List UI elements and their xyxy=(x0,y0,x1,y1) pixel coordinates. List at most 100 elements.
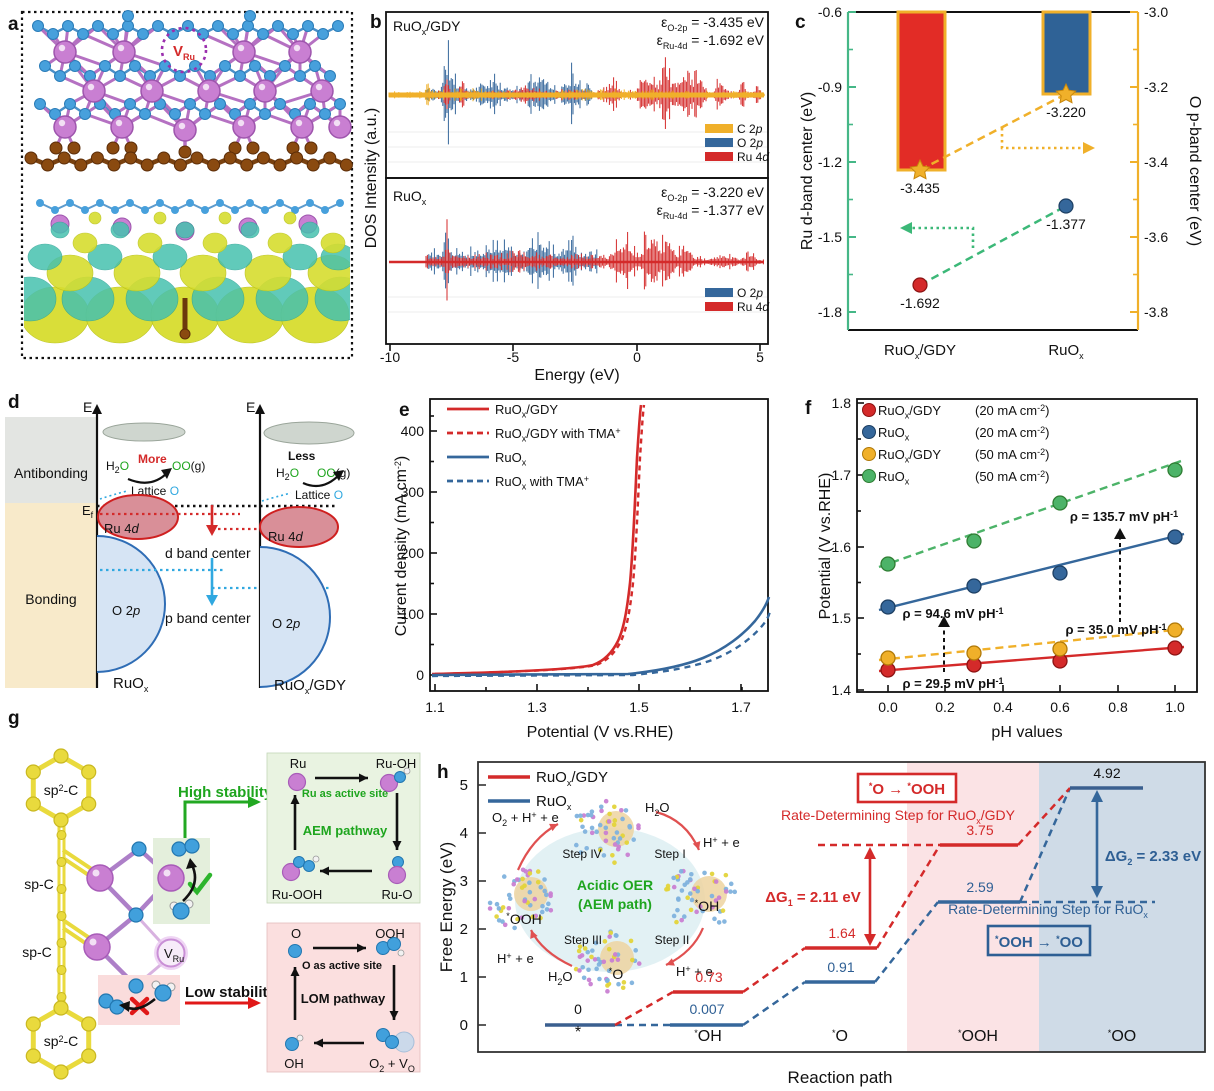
svg-text:5: 5 xyxy=(460,777,468,794)
antibonding-label: Antibonding xyxy=(14,465,88,481)
h-ylabel: Free Energy (eV) xyxy=(437,842,456,972)
ru4d-right-label: Ru 4d xyxy=(268,529,303,544)
inset-step2-label: Step II xyxy=(655,933,690,947)
panel-h: h 0 1 2 3 4 5 Free Energy (eV) Reaction pat… xyxy=(437,761,1206,1087)
f-legend: RuOx/GDY RuOx RuOx/GDY RuOx (20 mA cm-2)… xyxy=(862,403,1049,487)
svg-text:-3.4: -3.4 xyxy=(1144,154,1168,170)
e-legend-1: RuOx/GDY xyxy=(495,402,558,420)
e-xlabel: Potential (V vs.RHE) xyxy=(527,724,674,741)
e-legend-2: RuOx/GDY with TMA+ xyxy=(495,426,621,444)
svg-text:0.8: 0.8 xyxy=(1108,699,1128,715)
panel-a: a VRu xyxy=(8,10,354,360)
opband-trend-line xyxy=(919,92,1067,172)
lom-node-o2vo: O2 + VO xyxy=(369,1056,415,1074)
charge-density-isosurface-graphic xyxy=(24,199,350,344)
f-ytick-labels: 1.8 1.7 1.6 1.5 1.4 xyxy=(832,395,852,698)
d-right-e-label: E xyxy=(246,399,255,415)
dos-spectrum-ruox xyxy=(389,219,764,301)
h-val-492: 4.92 xyxy=(1093,765,1120,781)
f-data-points xyxy=(880,462,1183,678)
panel-c: c -3.435 -3.220 -1.692 -1.377 -0.6 -0.9 -… xyxy=(795,4,1203,361)
rds-blue-label: Rate-Determining Step for RuOx xyxy=(948,901,1148,920)
ru-vacancy-circle-icon xyxy=(160,26,208,74)
f-arrow-1-head-icon xyxy=(938,616,950,627)
f-axis-ticks xyxy=(857,402,1176,692)
panel-b-letter: b xyxy=(370,12,382,33)
antibonding-band-left-icon xyxy=(102,422,186,442)
panel-d-letter: d xyxy=(8,392,20,413)
svg-text:2: 2 xyxy=(460,921,468,938)
inset-o-label: *O xyxy=(609,966,624,982)
aem-node-ruoh: Ru-OH xyxy=(376,756,416,771)
star-marker-ruox-icon xyxy=(1055,82,1077,104)
f-legend-3: RuOx/GDY xyxy=(878,447,941,465)
svg-text:1.5: 1.5 xyxy=(832,610,852,626)
spc-label-1: sp-C xyxy=(24,876,54,892)
b-xtick-0: -10 xyxy=(380,349,400,365)
lom-pathway-label: LOM pathway xyxy=(301,991,386,1006)
spc-label-2: sp-C xyxy=(22,944,52,960)
low-stability-label: Low stability xyxy=(185,984,277,1001)
low-stability-arrowhead-icon xyxy=(248,997,261,1009)
lattice-o-arrowhead-left-icon xyxy=(161,468,172,479)
panel-e: e RuOx/GDY RuOx/GDY with TMA+ RuOx RuOx … xyxy=(393,398,772,741)
bar-ruox-gdy-opband xyxy=(896,10,947,172)
lom-node-o: O xyxy=(291,926,301,941)
high-stability-arrow xyxy=(183,800,250,838)
e-legend-4: RuOx with TMA+ xyxy=(495,474,589,492)
legend-ru4d: Ru 4d xyxy=(737,150,769,164)
inset-step1-label: Step I xyxy=(654,847,685,861)
svg-text:-3.0: -3.0 xyxy=(1144,4,1168,20)
o2p-right-label: O 2p xyxy=(272,616,300,631)
h-val-0: 0 xyxy=(574,1001,582,1017)
f-legend-1: RuOx/GDY xyxy=(878,403,941,421)
h-cat-ooh: *OOH xyxy=(958,1028,998,1045)
aem-node-ruo: Ru-O xyxy=(381,887,412,902)
legend-c2p: C 2p xyxy=(737,122,763,136)
dos-axis-ticks xyxy=(389,344,761,351)
svg-text:-0.9: -0.9 xyxy=(818,79,842,95)
dos-spectrum-ruox-gdy xyxy=(388,40,765,145)
svg-text:1.8: 1.8 xyxy=(832,395,852,411)
h-val-259: 2.59 xyxy=(966,879,993,895)
h-xlabel: Reaction path xyxy=(788,1068,893,1087)
inset-aem-path-label: (AEM path) xyxy=(578,896,652,912)
svg-text:-1.8: -1.8 xyxy=(818,304,842,320)
h-val-091: 0.91 xyxy=(827,959,854,975)
lom-active-site-label: O as active site xyxy=(302,960,382,972)
svg-text:1.4: 1.4 xyxy=(832,682,852,698)
fit-line-green xyxy=(878,458,1185,569)
svg-text:-3.6: -3.6 xyxy=(1144,229,1168,245)
lattice-o-arrowhead-right-icon xyxy=(333,470,344,481)
inset-h2o-top-label: H2O xyxy=(645,800,670,818)
aem-pathway-label: AEM pathway xyxy=(303,823,388,838)
b-xtick-2: 0 xyxy=(633,349,641,365)
o2p-band-right-icon xyxy=(259,546,331,688)
lsv-curve-ruox-gdy xyxy=(431,404,643,676)
dot-ruox-gdy-dband xyxy=(912,277,928,293)
legend-ru4d-2: Ru 4d xyxy=(737,300,769,314)
c-right-axis-label: O p-band center (eV) xyxy=(1186,96,1203,246)
epsilon-ru4d-bottom: εRu-4d = -1.377 eV xyxy=(657,202,765,221)
high-stability-label: High stability xyxy=(178,784,273,801)
svg-text:0.2: 0.2 xyxy=(935,699,955,715)
c-right-tick-labels: -3.0 -3.2 -3.4 -3.6 -3.8 xyxy=(1144,4,1168,320)
c-bar1-value: -3.435 xyxy=(900,180,940,196)
rho-blue-label: ρ = 94.6 mV pH-1 xyxy=(903,606,1004,621)
svg-text:0.0: 0.0 xyxy=(878,699,898,715)
left-axis-pointer-arrowhead-icon xyxy=(900,222,912,234)
e-plot-frame xyxy=(429,398,769,692)
panel-g: g sp2-C sp2-C sp-C sp-C VRu High stabili… xyxy=(8,708,421,1080)
rho-green-label: ρ = 135.7 mV pH-1 xyxy=(1070,509,1178,524)
h-cat-oh: *OH xyxy=(694,1028,722,1045)
h-legend-1: RuOx/GDY xyxy=(536,769,608,788)
fit-line-red xyxy=(878,645,1185,673)
ruox-label-left: RuOx xyxy=(113,675,149,694)
panel-b: b RuOx/GDY RuOx εO-2p = -3.435 eV εRu-4d… xyxy=(363,11,769,384)
svg-text:-1.5: -1.5 xyxy=(818,229,842,245)
ru4d-left-label: Ru 4d xyxy=(104,521,139,536)
h-val-073: 0.73 xyxy=(695,969,722,985)
dg2-arrowhead-top-icon xyxy=(1091,790,1103,802)
f-legend-cond-3: (50 mA cm-2) xyxy=(975,447,1049,462)
